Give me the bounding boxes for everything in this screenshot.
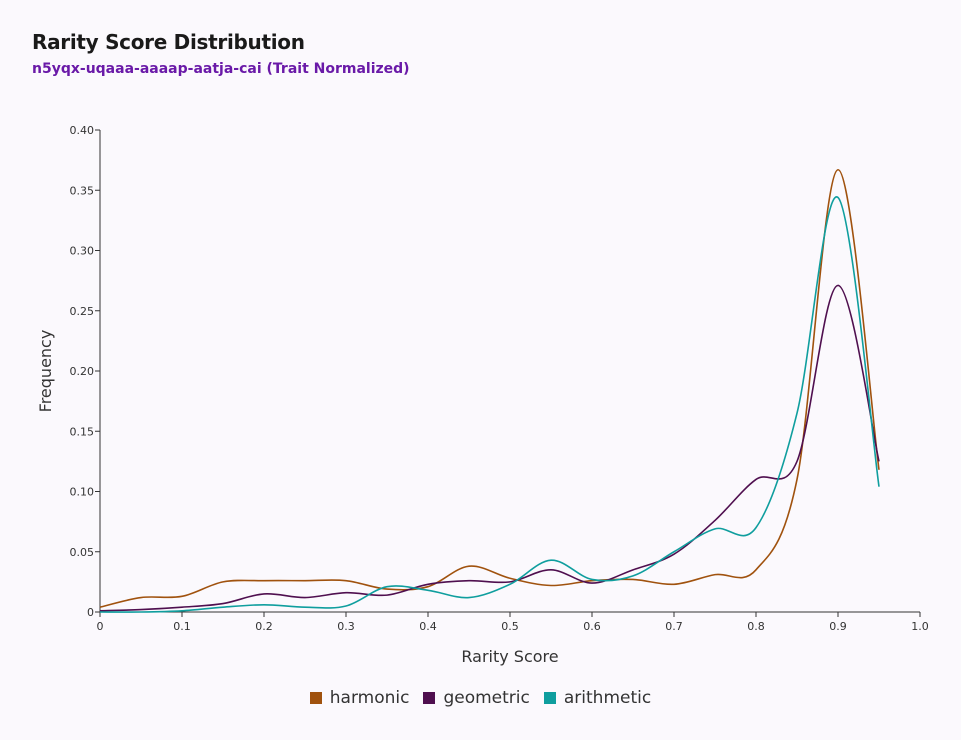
series-layer bbox=[99, 168, 880, 613]
x-tick-label: 0.9 bbox=[829, 620, 847, 633]
y-tick-label: 0.20 bbox=[70, 365, 95, 378]
x-axis-label: Rarity Score bbox=[461, 647, 558, 666]
chart-title: Rarity Score Distribution bbox=[32, 30, 305, 54]
x-tick-label: 0.6 bbox=[583, 620, 601, 633]
y-tick-label: 0 bbox=[87, 606, 94, 619]
legend-item-arithmetic[interactable]: arithmetic bbox=[543, 688, 652, 708]
y-tick-label: 0.35 bbox=[70, 184, 95, 197]
legend-item-geometric[interactable]: geometric bbox=[423, 688, 530, 708]
legend-item-harmonic[interactable]: harmonic bbox=[309, 688, 410, 708]
axes: 0 0.05 0.10 0.15 0.20 0.25 0.30 0.35 0.40 0 0.1 0.2… bbox=[70, 124, 929, 633]
y-tick-label: 0.15 bbox=[70, 425, 95, 438]
x-tick-label: 0.3 bbox=[337, 620, 355, 633]
y-tick-label: 0.25 bbox=[70, 305, 95, 318]
x-tick-label: 0.1 bbox=[173, 620, 191, 633]
y-tick-label: 0.30 bbox=[70, 245, 95, 258]
legend-swatch bbox=[309, 692, 322, 704]
legend-label: geometric bbox=[443, 688, 530, 708]
x-tick-label: 0.4 bbox=[419, 620, 437, 633]
x-tick-label: 1.0 bbox=[911, 620, 929, 633]
y-tick-label: 0.40 bbox=[70, 124, 95, 137]
legend-swatch bbox=[423, 692, 436, 704]
x-tick-label: 0.5 bbox=[501, 620, 519, 633]
legend-label: arithmetic bbox=[563, 688, 652, 708]
legend: harmonic geometric arithmetic bbox=[0, 688, 961, 708]
x-tick-label: 0 bbox=[97, 620, 104, 633]
x-tick-label: 0.7 bbox=[665, 620, 683, 633]
series-line-arithmetic bbox=[99, 196, 880, 613]
rarity-distribution-chart: 0 0.05 0.10 0.15 0.20 0.25 0.30 0.35 0.40 0 0.1 0.2… bbox=[36, 124, 929, 666]
series-line-harmonic bbox=[99, 168, 880, 608]
y-tick-label: 0.05 bbox=[70, 546, 95, 559]
chart-subtitle: n5yqx-uqaaa-aaaap-aatja-cai (Trait Norma… bbox=[32, 61, 410, 77]
y-axis-label: Frequency bbox=[36, 330, 55, 413]
legend-swatch bbox=[543, 692, 556, 704]
legend-label: harmonic bbox=[329, 688, 410, 708]
series-line-geometric bbox=[99, 284, 880, 612]
y-tick-label: 0.10 bbox=[70, 486, 95, 499]
x-tick-label: 0.2 bbox=[255, 620, 273, 633]
x-tick-label: 0.8 bbox=[747, 620, 765, 633]
